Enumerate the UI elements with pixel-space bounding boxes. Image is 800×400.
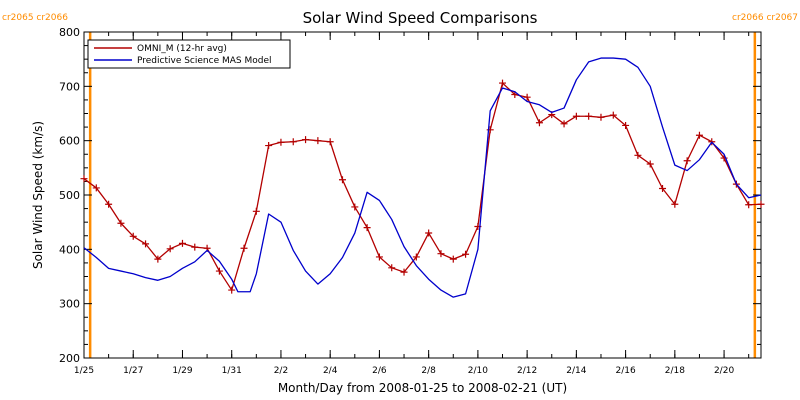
data-point-marker — [326, 138, 334, 146]
data-point-marker — [757, 200, 765, 208]
data-point-marker — [314, 137, 322, 145]
data-point-marker — [166, 245, 174, 253]
data-point-marker — [302, 136, 310, 144]
data-point-marker — [523, 93, 531, 101]
chart-title: Solar Wind Speed Comparisons — [303, 9, 538, 27]
data-point-marker — [499, 79, 507, 87]
x-tick-label: 1/25 — [74, 366, 94, 376]
data-point-marker — [129, 232, 137, 240]
rotation-marker-label: cr2066 cr2067 — [732, 13, 798, 23]
data-point-marker — [92, 184, 100, 192]
x-tick-label: 2/16 — [615, 366, 635, 376]
y-tick-label: 600 — [59, 135, 80, 148]
legend-box — [87, 39, 291, 69]
rotation-marker-label: cr2065 cr2066 — [2, 13, 68, 23]
legend: OMNI_M (12-hr avg) Predictive Science MAS… — [87, 39, 291, 69]
data-point-marker — [338, 176, 346, 184]
data-point-marker — [117, 219, 125, 227]
x-tick-label: 2/12 — [517, 366, 537, 376]
series-line — [83, 57, 762, 298]
data-point-marker — [597, 113, 605, 121]
data-point-marker — [178, 239, 186, 247]
data-point-marker — [252, 207, 260, 215]
y-axis: 200 300 400 500 600 700 800 — [59, 26, 761, 365]
data-point-marker — [105, 200, 113, 208]
x-tick-label: 2/20 — [714, 366, 734, 376]
x-tick-label: 2/10 — [468, 366, 488, 376]
data-point-marker — [154, 255, 162, 263]
x-tick-label: 2/8 — [421, 366, 436, 376]
data-point-marker — [388, 264, 396, 272]
x-tick-label: 2/18 — [665, 366, 685, 376]
data-point-marker — [375, 253, 383, 261]
series-mas-model — [83, 57, 762, 298]
data-point-marker — [585, 112, 593, 120]
y-tick-label: 300 — [59, 298, 80, 311]
data-point-marker — [289, 138, 297, 146]
data-point-marker — [80, 175, 88, 183]
data-point-marker — [659, 184, 667, 192]
data-point-marker — [449, 255, 457, 263]
x-tick-label: 1/29 — [172, 366, 192, 376]
x-tick-label: 2/4 — [323, 366, 338, 376]
data-point-marker — [622, 121, 630, 129]
y-tick-label: 700 — [59, 80, 80, 93]
data-point-marker — [265, 142, 273, 150]
data-point-marker — [425, 229, 433, 237]
x-tick-label: 1/31 — [222, 366, 242, 376]
y-tick-label: 400 — [59, 243, 80, 256]
data-point-marker — [400, 268, 408, 276]
series-layer — [80, 57, 765, 298]
legend-label: Predictive Science MAS Model — [137, 56, 272, 66]
data-point-marker — [572, 112, 580, 120]
data-point-marker — [412, 253, 420, 261]
y-tick-label: 800 — [59, 26, 80, 39]
y-tick-label: 200 — [59, 352, 80, 365]
x-axis-label: Month/Day from 2008-01-25 to 2008-02-21 … — [278, 381, 567, 395]
x-axis: 1/25 1/27 1/29 1/31 2/2 2/4 2/6 2/8 2/10 2/12 2/14… — [74, 32, 750, 376]
x-tick-label: 2/2 — [274, 366, 288, 376]
data-point-marker — [535, 119, 543, 127]
y-axis-label: Solar Wind Speed (km/s) — [31, 121, 45, 269]
data-point-marker — [351, 203, 359, 211]
y-tick-label: 500 — [59, 189, 80, 202]
data-point-marker — [683, 157, 691, 165]
x-tick-label: 1/27 — [123, 366, 143, 376]
data-point-marker — [142, 240, 150, 248]
data-point-marker — [228, 286, 236, 294]
data-point-marker — [277, 138, 285, 146]
data-point-marker — [695, 131, 703, 139]
data-point-marker — [671, 200, 679, 208]
data-point-marker — [191, 243, 199, 251]
data-point-marker — [462, 250, 470, 258]
x-tick-label: 2/14 — [566, 366, 586, 376]
data-point-marker — [240, 244, 248, 252]
data-point-marker — [215, 267, 223, 275]
data-point-marker — [437, 250, 445, 258]
data-point-marker — [745, 201, 753, 209]
data-point-marker — [363, 224, 371, 232]
x-tick-label: 2/6 — [372, 366, 387, 376]
legend-label: OMNI_M (12-hr avg) — [137, 44, 227, 54]
data-point-marker — [560, 120, 568, 128]
data-point-marker — [646, 160, 654, 168]
data-point-marker — [634, 151, 642, 159]
data-point-marker — [609, 111, 617, 119]
